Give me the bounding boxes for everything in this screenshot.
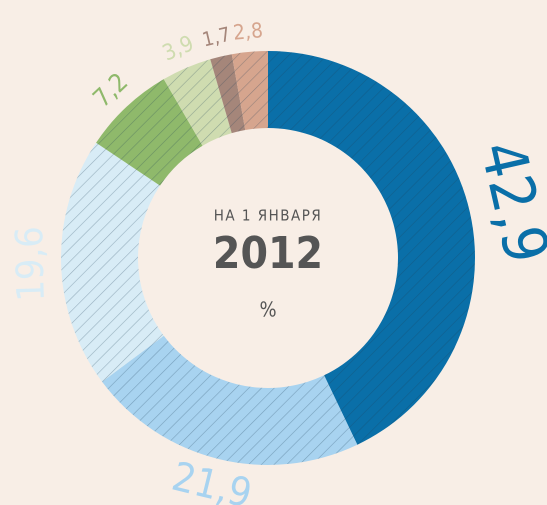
subtitle: НА 1 ЯНВАРЯ bbox=[214, 207, 323, 225]
value-label: 7,2 bbox=[87, 67, 133, 113]
slice-hatch bbox=[96, 79, 203, 186]
unit: % bbox=[259, 298, 276, 322]
slice-hatch bbox=[163, 59, 232, 146]
value-label: 2,8 bbox=[232, 18, 264, 45]
slice-hatch bbox=[102, 335, 358, 465]
slice-hatch bbox=[268, 51, 476, 445]
value-label: 1,7 bbox=[200, 23, 233, 52]
value-label: 19,6 bbox=[7, 226, 53, 302]
value-label: 42,9 bbox=[466, 135, 547, 270]
value-label: 3,9 bbox=[159, 31, 198, 66]
slice-hatch bbox=[231, 51, 268, 131]
title: 2012 bbox=[213, 228, 323, 279]
slice-hatch bbox=[210, 54, 246, 134]
slice-hatch bbox=[61, 142, 164, 382]
